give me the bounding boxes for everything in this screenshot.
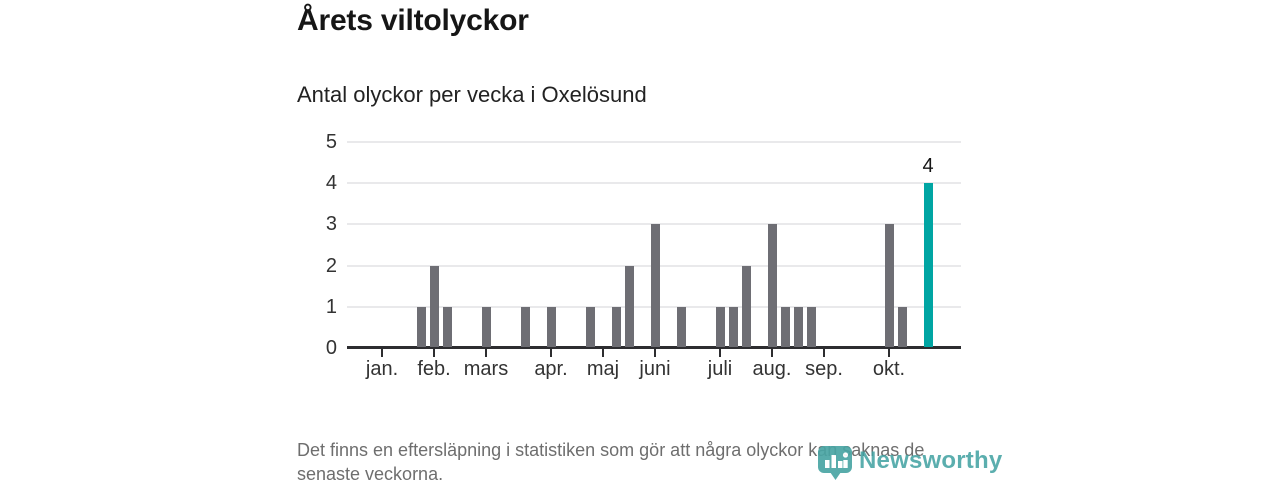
bar-week-14 xyxy=(547,306,556,347)
bar-week-6 xyxy=(443,306,452,347)
bar-week-29 xyxy=(742,265,751,347)
x-tick-mars xyxy=(485,349,487,357)
x-axis-label-apr: apr. xyxy=(534,358,568,380)
x-axis-label-feb: feb. xyxy=(417,358,451,380)
bar-week-4 xyxy=(417,306,426,347)
bar-week-17 xyxy=(586,306,595,347)
bar-week-34 xyxy=(807,306,816,347)
x-axis-label-juni: juni xyxy=(639,358,671,380)
bar-week-19 xyxy=(612,306,621,347)
bar-week-22 xyxy=(651,224,660,347)
x-axis-label-mars: mars xyxy=(463,358,509,380)
bar-chart: 0 1 2 3 4 5 jan. feb. mars apr. maj juni juli aug. sep… xyxy=(325,131,961,380)
x-axis-label-maj: maj xyxy=(586,358,620,380)
x-axis-line xyxy=(347,346,961,349)
bar-week-24 xyxy=(677,306,686,347)
page-title: Årets viltolyckor xyxy=(297,4,529,37)
y-axis-label-0: 0 xyxy=(325,337,337,359)
x-tick-apr xyxy=(550,349,552,357)
bar-value-label: 4 xyxy=(922,155,934,178)
highlight-bar-week-43 xyxy=(924,183,933,347)
bar-week-5 xyxy=(430,265,439,347)
newsworthy-wordmark: Newsworthy xyxy=(859,447,1003,474)
x-tick-juli xyxy=(719,349,721,357)
x-axis-label-aug: aug. xyxy=(752,358,792,380)
bar-week-41 xyxy=(898,306,907,347)
x-tick-juni xyxy=(654,349,656,357)
y-axis-label-4: 4 xyxy=(325,172,337,195)
x-axis-label-sep: sep. xyxy=(805,358,843,380)
bar-week-32 xyxy=(781,306,790,347)
bar-week-33 xyxy=(794,306,803,347)
chart-subtitle: Antal olyckor per vecka i Oxelösund xyxy=(297,82,647,107)
bar-week-27 xyxy=(716,306,725,347)
x-tick-aug xyxy=(771,349,773,357)
x-axis-label-jan: jan. xyxy=(365,358,399,380)
x-tick-okt xyxy=(888,349,890,357)
x-tick-maj xyxy=(602,349,604,357)
x-tick-sep xyxy=(823,349,825,357)
x-axis-label-juli: juli xyxy=(707,358,733,380)
bar-week-20 xyxy=(625,265,634,347)
bar-week-40 xyxy=(885,224,894,347)
bar-week-12 xyxy=(521,306,530,347)
footnote-line-1: Det finns en eftersläpning i statistiken… xyxy=(297,440,925,460)
bar-week-28 xyxy=(729,306,738,347)
newsworthy-logo: Newsworthy xyxy=(817,442,1002,480)
y-axis-label-5: 5 xyxy=(325,131,337,153)
newsworthy-logo-icon xyxy=(818,446,852,480)
x-axis-label-okt: okt. xyxy=(872,358,906,380)
y-axis-label-2: 2 xyxy=(325,254,337,277)
bar-week-9 xyxy=(482,306,491,347)
footnote: Det finns en eftersläpning i statistiken… xyxy=(297,438,924,480)
x-tick-jan xyxy=(381,349,383,357)
gridline-5 xyxy=(347,141,961,143)
y-axis-label-1: 1 xyxy=(325,295,337,318)
bar-week-31 xyxy=(768,224,777,347)
x-tick-feb xyxy=(433,349,435,357)
y-axis-label-3: 3 xyxy=(325,213,337,236)
gridline-4 xyxy=(347,182,961,185)
footnote-line-2: senaste veckorna. xyxy=(297,464,444,480)
